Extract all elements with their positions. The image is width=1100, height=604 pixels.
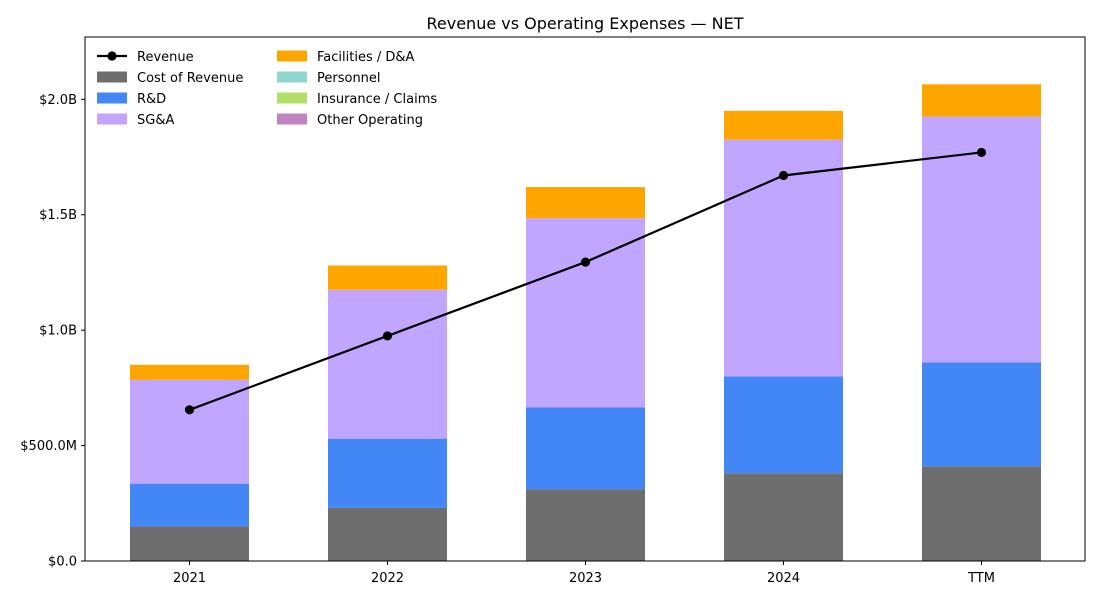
legend-label: Insurance / Claims	[317, 92, 437, 107]
bar-r-d-2023	[526, 407, 645, 490]
bar-facilities-d-a-ttm	[922, 84, 1041, 117]
revenue-point-2024	[778, 170, 789, 181]
y-tick-label: $1.5B	[39, 208, 77, 223]
legend-item-cost-of-revenue: Cost of Revenue	[97, 71, 243, 86]
x-tick-label: 2023	[569, 571, 602, 586]
bar-facilities-d-a-2021	[130, 364, 249, 380]
legend-item-personnel: Personnel	[277, 71, 381, 86]
legend-marker	[107, 51, 117, 61]
legend-label: R&D	[137, 92, 166, 107]
legend-label: Personnel	[317, 71, 381, 86]
legend: Revenue Cost of Revenue R&D SG&A Facilities …	[97, 50, 437, 128]
bar-cost-of-revenue-ttm	[922, 466, 1041, 561]
legend-swatch	[277, 92, 307, 104]
bars-layer	[130, 84, 1041, 561]
legend-swatch	[277, 50, 307, 62]
bar-cost-of-revenue-2021	[130, 526, 249, 561]
legend-label: Revenue	[137, 50, 194, 65]
revenue-line-layer	[184, 147, 987, 415]
chart-title: Revenue vs Operating Expenses — NET	[427, 14, 744, 33]
revenue-point-2023	[580, 257, 591, 267]
bar-r-d-2024	[724, 376, 843, 474]
x-tick-label: 2024	[767, 571, 800, 586]
bar-facilities-d-a-2022	[328, 265, 447, 290]
revenue-point-2021	[184, 405, 195, 415]
legend-swatch	[277, 113, 307, 125]
bar-facilities-d-a-2024	[724, 110, 843, 140]
axes-layer: $0.0 $500.0M $1.0B $1.5B $2.0B 2021 2022 2023 20…	[20, 93, 995, 586]
y-tick-label: $0.0	[48, 555, 77, 570]
x-tick-label: TTM	[967, 571, 995, 586]
legend-swatch	[97, 71, 127, 83]
legend-item-facilities-d-a: Facilities / D&A	[277, 50, 415, 65]
legend-item-other-operating: Other Operating	[277, 113, 423, 128]
legend-item-sg-a: SG&A	[97, 113, 174, 128]
bar-sg-a-2023	[526, 218, 645, 408]
legend-label: Other Operating	[317, 113, 423, 128]
bar-sg-a-2022	[328, 289, 447, 439]
revenue-point-2022	[382, 331, 393, 341]
legend-label: Facilities / D&A	[317, 50, 415, 65]
bar-r-d-ttm	[922, 362, 1041, 467]
bar-sg-a-2021	[130, 379, 249, 484]
legend-item-revenue: Revenue	[97, 50, 194, 65]
legend-item-r-d: R&D	[97, 92, 166, 107]
bar-cost-of-revenue-2024	[724, 473, 843, 561]
bar-r-d-2021	[130, 483, 249, 527]
y-tick-label: $500.0M	[20, 439, 77, 454]
bar-facilities-d-a-2023	[526, 187, 645, 219]
legend-label: Cost of Revenue	[137, 71, 243, 86]
legend-swatch	[97, 92, 127, 104]
legend-swatch	[277, 71, 307, 83]
y-tick-label: $1.0B	[39, 324, 77, 339]
legend-swatch	[97, 113, 127, 125]
legend-label: SG&A	[137, 113, 174, 128]
bar-cost-of-revenue-2022	[328, 507, 447, 561]
bar-cost-of-revenue-2023	[526, 489, 645, 561]
x-tick-label: 2021	[173, 571, 206, 586]
bar-r-d-2022	[328, 438, 447, 508]
x-tick-label: 2022	[371, 571, 404, 586]
legend-item-insurance-claims: Insurance / Claims	[277, 92, 437, 107]
y-tick-label: $2.0B	[39, 93, 77, 108]
revenue-point-ttm	[976, 147, 987, 158]
